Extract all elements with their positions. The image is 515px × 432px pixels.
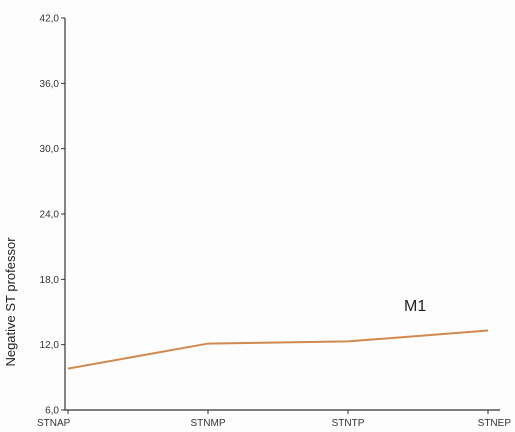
y-tick-label: 36,0 xyxy=(40,79,60,90)
y-axis-label: Negative ST professor xyxy=(3,237,18,367)
series-label-m1: M1 xyxy=(404,298,426,315)
y-tick-label: 30,0 xyxy=(40,144,60,155)
y-axis-ticks: 6,0 12,0 18,0 24,0 30,0 36,0 42,0 xyxy=(40,14,65,417)
series-layer xyxy=(67,329,489,370)
x-tick-label: STNAP xyxy=(37,418,71,429)
x-axis-ticks: STNAP STNMP STNTP STNEP xyxy=(37,410,511,429)
axes xyxy=(64,18,500,411)
x-tick-label: STNEP xyxy=(478,418,512,429)
y-tick-label: 6,0 xyxy=(45,406,59,417)
y-tick-label: 42,0 xyxy=(40,14,60,25)
series-line-m1 xyxy=(67,329,489,370)
x-tick-label: STNMP xyxy=(191,418,226,429)
y-tick-label: 12,0 xyxy=(40,340,60,351)
x-tick-label: STNTP xyxy=(332,418,365,429)
y-tick-label: 24,0 xyxy=(40,210,60,221)
y-tick-label: 18,0 xyxy=(40,275,60,286)
